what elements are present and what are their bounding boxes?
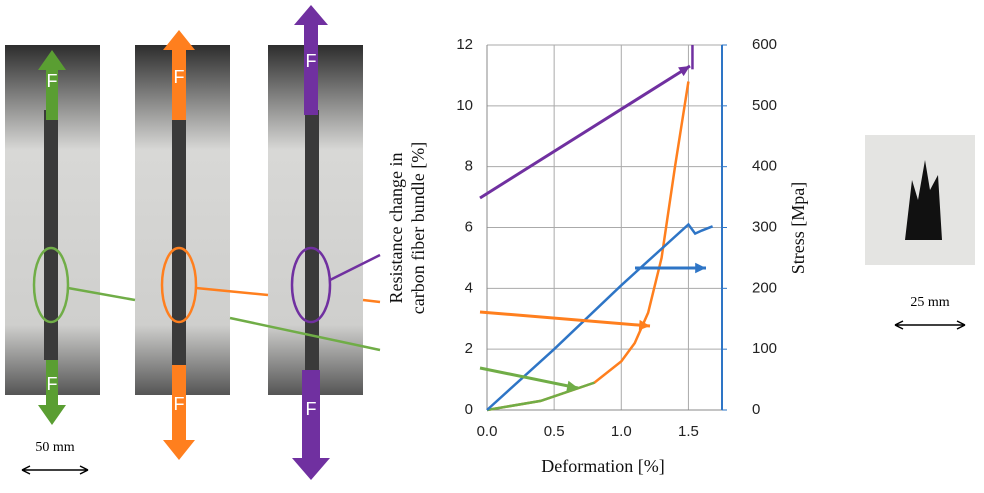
- focus-ellipse: [290, 246, 332, 324]
- y2-axis-title: Stress [Mpa]: [788, 182, 808, 275]
- annotation-arrow: [479, 310, 651, 328]
- arrow-head: [638, 319, 650, 331]
- chart: Deformation [%] Resistance change in car…: [386, 36, 808, 476]
- y-tick-label: 2: [465, 340, 473, 357]
- force-label: F: [47, 374, 58, 394]
- photos: F F F F F F 50 mm 25 mm: [5, 5, 975, 480]
- y-tick-label: 6: [465, 218, 473, 235]
- scale-arrow: [21, 465, 89, 475]
- force-arrow: [163, 30, 195, 460]
- y2-tick-label: 300: [752, 218, 777, 235]
- connector: [362, 298, 381, 304]
- y-axis-title: Resistance change in: [386, 153, 406, 304]
- force-label: F: [306, 51, 317, 71]
- y-tick-label: 8: [465, 158, 473, 175]
- force-label: F: [174, 67, 185, 87]
- y2-tick-label: 0: [752, 401, 760, 418]
- x-tick-label: 0.0: [477, 423, 498, 440]
- x-axis-title: Deformation [%]: [541, 456, 664, 476]
- focus-ellipse: [160, 246, 198, 324]
- y-tick-label: 12: [456, 36, 473, 53]
- scale-label: 50 mm: [35, 440, 74, 455]
- connector: [195, 286, 269, 297]
- x-tick-label: 1.5: [678, 423, 699, 440]
- scale-arrow: [894, 320, 966, 330]
- specimen: [44, 110, 58, 360]
- x-tick-label: 1.0: [611, 423, 632, 440]
- arrow-head: [678, 66, 690, 77]
- connector: [67, 286, 136, 302]
- arrow-head: [566, 380, 578, 391]
- focus-ellipse: [32, 246, 70, 324]
- series-line: [486, 222, 714, 411]
- y2-tick-label: 200: [752, 279, 777, 296]
- scale-label: 25 mm: [910, 295, 949, 310]
- fracture: [905, 160, 942, 240]
- specimen: [305, 110, 319, 370]
- annotation-arrow: [479, 64, 691, 200]
- specimen: [172, 110, 186, 370]
- y2-tick-label: 100: [752, 340, 777, 357]
- force-label: F: [47, 71, 58, 91]
- y2-tick-label: 600: [752, 36, 777, 53]
- connector: [329, 253, 381, 282]
- y-tick-label: 10: [456, 97, 473, 114]
- annotation-arrow: [479, 366, 579, 390]
- force-label: F: [306, 399, 317, 419]
- force-label: F: [174, 394, 185, 414]
- connector: [229, 316, 381, 352]
- y2-tick-label: 400: [752, 158, 777, 175]
- force-arrow: [292, 5, 330, 480]
- y-tick-label: 4: [465, 279, 473, 296]
- x-tick-label: 0.5: [544, 423, 565, 440]
- y-axis-title: carbon fiber bundle [%]: [408, 142, 428, 314]
- y2-tick-label: 500: [752, 97, 777, 114]
- arrow-head: [695, 262, 706, 274]
- y-tick-label: 0: [465, 401, 473, 418]
